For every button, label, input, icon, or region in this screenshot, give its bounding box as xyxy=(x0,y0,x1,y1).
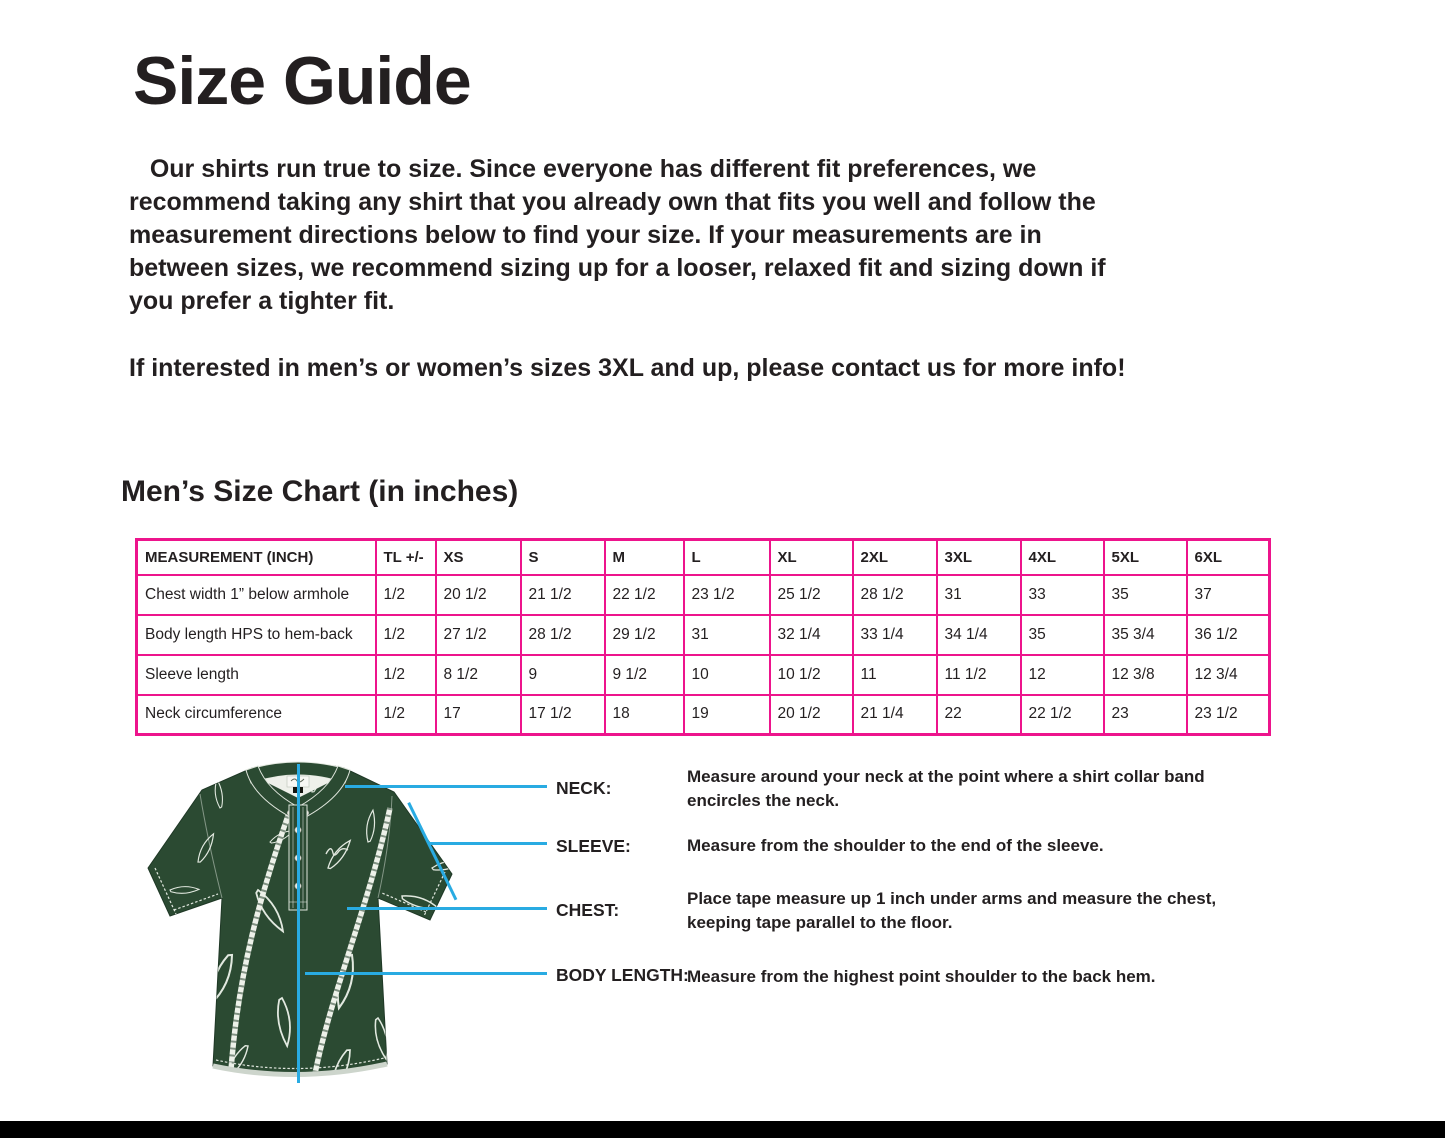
intro-paragraph: Our shirts run true to size. Since every… xyxy=(129,155,1106,315)
chest-measure-line xyxy=(347,907,547,910)
row-label-cell: Neck circumference xyxy=(135,693,377,736)
value-cell: 33 1/4 xyxy=(851,613,938,656)
value-cell: 1/2 xyxy=(374,573,437,616)
value-cell: 8 1/2 xyxy=(434,653,522,696)
size-chart-body: Chest width 1” below armhole 1/2 20 1/2 21 … xyxy=(135,573,1271,736)
value-cell: 25 1/2 xyxy=(768,573,854,616)
value-cell: 18 xyxy=(603,693,685,736)
value-cell: 20 1/2 xyxy=(768,693,854,736)
mens-size-chart-heading: Men’s Size Chart (in inches) xyxy=(121,475,519,508)
value-cell: 21 1/2 xyxy=(519,573,606,616)
column-header-cell: S xyxy=(519,538,606,576)
table-row: Sleeve length 1/2 8 1/2 9 9 1/2 10 10 1/2 11 11 … xyxy=(135,653,1271,696)
header-row: MEASUREMENT (INCH) TL +/- XS S M L XL 2XL 3XL 4XL… xyxy=(135,538,1271,576)
chest-label-text: CHEST: xyxy=(556,900,620,920)
column-header-cell: XS xyxy=(434,538,522,576)
value-cell: 9 xyxy=(519,653,606,696)
table-row: Chest width 1” below armhole 1/2 20 1/2 21 … xyxy=(135,573,1271,616)
value-cell: 32 1/4 xyxy=(768,613,854,656)
column-header-cell: L xyxy=(682,538,771,576)
value-cell: 22 1/2 xyxy=(1019,693,1105,736)
page-title: Size Guide xyxy=(133,43,472,119)
value-cell: 12 3/4 xyxy=(1185,653,1271,696)
value-cell: 27 1/2 xyxy=(434,613,522,656)
polo-shirt-illustration xyxy=(147,761,453,1077)
column-header-cell: 5XL xyxy=(1102,538,1188,576)
value-cell: 29 1/2 xyxy=(603,613,685,656)
center-vertical-measure-line xyxy=(297,764,300,1083)
value-cell: 28 1/2 xyxy=(851,573,938,616)
leaf-lei-pattern xyxy=(168,764,452,1075)
value-cell: 10 xyxy=(682,653,771,696)
neck-description: Measure around your neck at the point wh… xyxy=(687,767,1205,810)
value-cell: 31 xyxy=(682,613,771,656)
row-label-cell: Chest width 1” below armhole xyxy=(135,573,377,616)
chest-description: Place tape measure up 1 inch under arms … xyxy=(687,889,1217,932)
value-cell: 31 xyxy=(935,573,1022,616)
value-cell: 1/2 xyxy=(374,613,437,656)
value-cell: 35 xyxy=(1102,573,1188,616)
value-cell: 1/2 xyxy=(374,653,437,696)
value-cell: 36 1/2 xyxy=(1185,613,1271,656)
sleeve-label-text: SLEEVE: xyxy=(556,836,631,856)
value-cell: 23 1/2 xyxy=(1185,693,1271,736)
bottom-black-bar xyxy=(0,1121,1445,1138)
table-row: Body length HPS to hem-back 1/2 27 1/2 28 1… xyxy=(135,613,1271,656)
value-cell: 21 1/4 xyxy=(851,693,938,736)
value-cell: 33 xyxy=(1019,573,1105,616)
table-row: Neck circumference 1/2 17 17 1/2 18 19 20 1/2 2… xyxy=(135,693,1271,736)
value-cell: 37 xyxy=(1185,573,1271,616)
value-cell: 23 1/2 xyxy=(682,573,771,616)
row-label-cell: Sleeve length xyxy=(135,653,377,696)
sleeve-description: Measure from the shoulder to the end of … xyxy=(687,836,1104,855)
neck-measure-line xyxy=(345,785,547,788)
column-header-cell: 2XL xyxy=(851,538,938,576)
chest-logo-signature xyxy=(325,848,349,856)
contact-note: If interested in men’s or women’s sizes … xyxy=(129,354,1126,382)
column-header-cell: TL +/- xyxy=(374,538,437,576)
value-cell: 12 xyxy=(1019,653,1105,696)
neck-label-text: NECK: xyxy=(556,778,612,798)
value-cell: 35 3/4 xyxy=(1102,613,1188,656)
size-chart-head: MEASUREMENT (INCH) TL +/- XS S M L XL 2XL 3XL 4XL… xyxy=(135,538,1271,576)
column-header-cell: XL xyxy=(768,538,854,576)
column-header-cell: 4XL xyxy=(1019,538,1105,576)
value-cell: 34 1/4 xyxy=(935,613,1022,656)
size-chart-table: MEASUREMENT (INCH) TL +/- XS S M L XL 2XL 3XL 4XL… xyxy=(135,538,1271,736)
column-header-cell: 3XL xyxy=(935,538,1022,576)
body-length-measure-line xyxy=(305,972,547,975)
value-cell: 23 xyxy=(1102,693,1188,736)
value-cell: 35 xyxy=(1019,613,1105,656)
value-cell: 12 3/8 xyxy=(1102,653,1188,696)
value-cell: 17 xyxy=(434,693,522,736)
value-cell: 22 1/2 xyxy=(603,573,685,616)
value-cell: 22 xyxy=(935,693,1022,736)
body-length-label-text: BODY LENGTH: xyxy=(556,965,689,985)
value-cell: 1/2 xyxy=(374,693,437,736)
row-label-cell: Body length HPS to hem-back xyxy=(135,613,377,656)
value-cell: 19 xyxy=(682,693,771,736)
value-cell: 17 1/2 xyxy=(519,693,606,736)
value-cell: 20 1/2 xyxy=(434,573,522,616)
value-cell: 28 1/2 xyxy=(519,613,606,656)
column-header-cell: 6XL xyxy=(1185,538,1271,576)
sleeve-measure-line xyxy=(428,842,547,845)
collar xyxy=(245,761,351,819)
value-cell: 11 1/2 xyxy=(935,653,1022,696)
column-header-cell: MEASUREMENT (INCH) xyxy=(135,538,377,576)
value-cell: 10 1/2 xyxy=(768,653,854,696)
value-cell: 9 1/2 xyxy=(603,653,685,696)
column-header-cell: M xyxy=(603,538,685,576)
value-cell: 11 xyxy=(851,653,938,696)
body-length-description: Measure from the highest point shoulder … xyxy=(687,967,1156,986)
